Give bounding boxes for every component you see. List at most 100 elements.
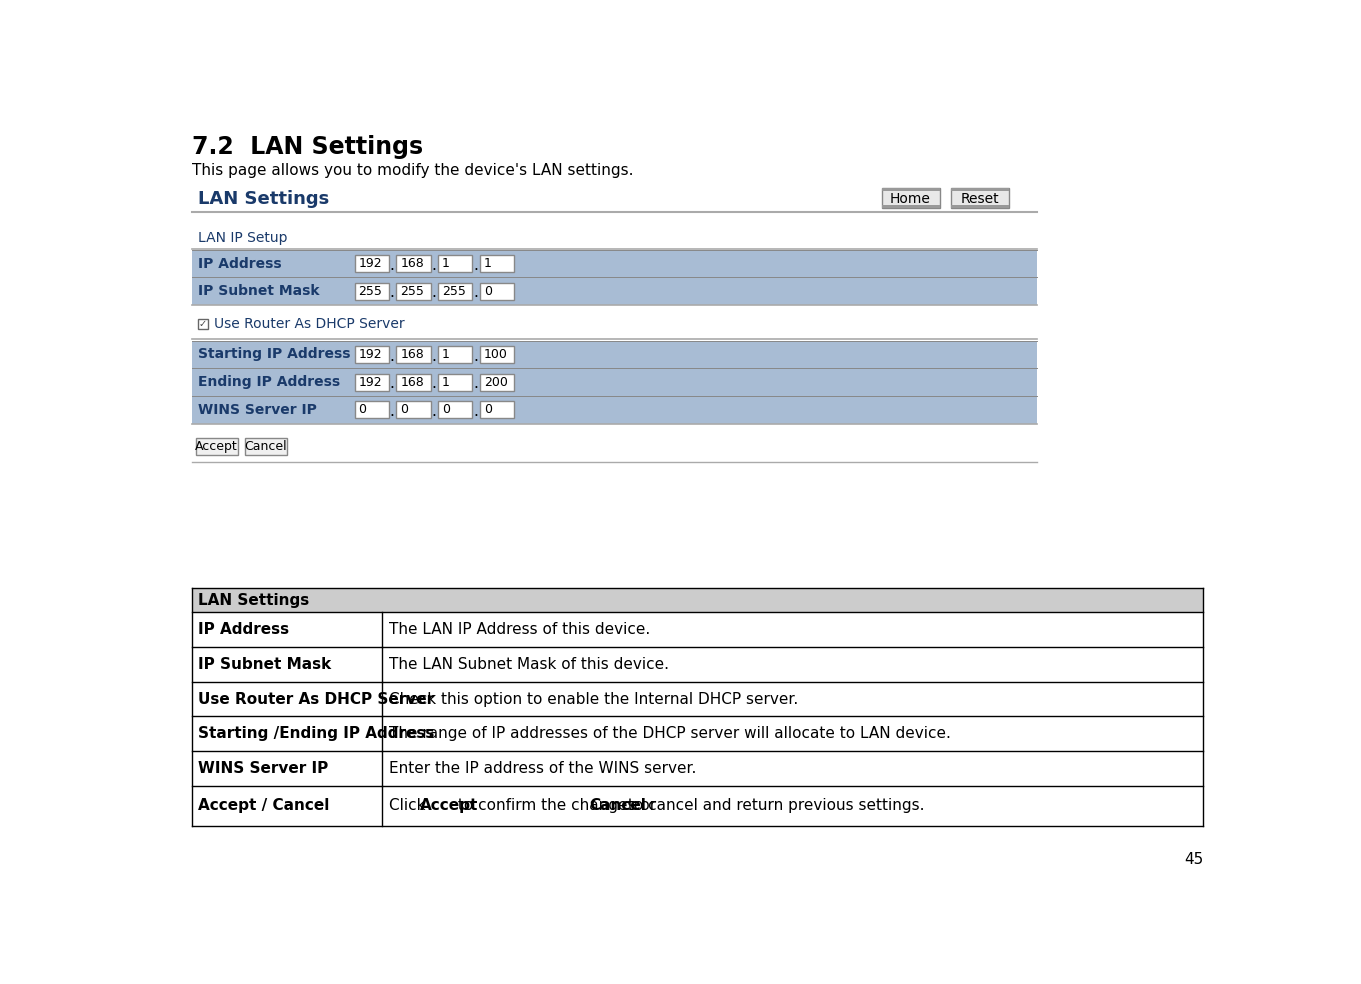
Bar [882,188,939,191]
Text: WINS Server IP: WINS Server IP [197,402,317,417]
Bar [480,374,514,391]
Bar [192,250,1037,277]
Text: Use Router As DHCP Server: Use Router As DHCP Server [197,692,434,707]
Text: LAN IP Setup: LAN IP Setup [197,231,287,245]
Text: .: . [474,285,478,300]
Bar [396,374,430,391]
Text: The LAN Subnet Mask of this device.: The LAN Subnet Mask of this device. [389,657,670,672]
Text: 192: 192 [358,348,382,361]
Bar [438,282,472,300]
Bar [355,401,389,418]
Bar [882,205,939,209]
Text: 255: 255 [400,284,425,298]
Text: LAN Settings: LAN Settings [197,592,309,607]
Bar [196,438,238,455]
Text: Click: Click [389,798,431,813]
Text: .: . [431,285,436,300]
Text: 0: 0 [485,403,491,416]
Text: 1: 1 [442,348,450,361]
Text: Home: Home [890,192,931,206]
Bar [480,401,514,418]
Text: .: . [474,258,478,273]
Bar [197,319,208,329]
Text: Use Router As DHCP Server: Use Router As DHCP Server [214,317,404,331]
Text: WINS Server IP: WINS Server IP [197,761,328,775]
Bar [438,255,472,273]
Text: 0: 0 [442,403,450,416]
Bar [245,438,287,455]
Text: 1: 1 [442,257,450,271]
Bar [192,587,1203,612]
Text: IP Subnet Mask: IP Subnet Mask [197,284,320,298]
Text: 192: 192 [358,376,382,389]
Text: 0: 0 [358,403,366,416]
Bar [192,682,1203,716]
Text: .: . [389,258,395,273]
Text: Starting IP Address: Starting IP Address [197,347,351,361]
Text: 168: 168 [400,348,425,361]
Text: Starting /Ending IP Address: Starting /Ending IP Address [197,726,434,741]
Text: 255: 255 [442,284,465,298]
Text: 7.2  LAN Settings: 7.2 LAN Settings [192,135,423,159]
Text: Accept: Accept [419,798,478,813]
Bar [396,346,430,363]
Bar [192,368,1037,396]
Text: The LAN IP Address of this device.: The LAN IP Address of this device. [389,622,651,638]
Bar [192,277,1037,305]
Text: .: . [431,404,436,419]
Text: Reset: Reset [961,192,999,206]
Text: Accept: Accept [195,440,238,453]
Text: 200: 200 [485,376,508,389]
Bar [480,255,514,273]
Bar [882,188,939,209]
Bar [396,255,430,273]
Text: 1: 1 [485,257,491,271]
Text: Cancel: Cancel [589,798,646,813]
Bar [951,205,1010,209]
Bar [192,751,1203,785]
Text: 0: 0 [485,284,491,298]
Text: LAN Settings: LAN Settings [197,190,329,208]
Text: .: . [474,404,478,419]
Text: .: . [474,348,478,363]
Bar [438,346,472,363]
Text: 192: 192 [358,257,382,271]
Bar [951,188,1010,191]
Text: This page allows you to modify the device's LAN settings.: This page allows you to modify the devic… [192,162,633,178]
Text: .: . [389,285,395,300]
Bar [355,255,389,273]
Bar [480,346,514,363]
Text: ✓: ✓ [199,319,207,329]
Bar [192,647,1203,682]
Bar [396,282,430,300]
Bar [192,186,1037,212]
Text: 168: 168 [400,257,425,271]
Bar [192,716,1203,751]
Text: 255: 255 [358,284,382,298]
Text: to confirm the changes or: to confirm the changes or [453,798,661,813]
Text: Check this option to enable the Internal DHCP server.: Check this option to enable the Internal… [389,692,799,707]
Bar [438,374,472,391]
Bar [396,401,430,418]
Text: .: . [474,376,478,392]
Text: .: . [431,376,436,392]
Text: Accept / Cancel: Accept / Cancel [197,798,329,813]
Text: IP Address: IP Address [197,257,282,271]
Text: IP Address: IP Address [197,622,289,638]
Text: Cancel: Cancel [244,440,287,453]
Bar [951,188,1010,209]
Text: 100: 100 [485,348,508,361]
Bar [192,396,1037,424]
Text: Enter the IP address of the WINS server.: Enter the IP address of the WINS server. [389,761,697,775]
Text: .: . [431,258,436,273]
Text: IP Subnet Mask: IP Subnet Mask [197,657,331,672]
Bar [192,785,1203,826]
Text: The range of IP addresses of the DHCP server will allocate to LAN device.: The range of IP addresses of the DHCP se… [389,726,951,741]
Text: .: . [389,348,395,363]
Bar [192,612,1203,647]
Text: 0: 0 [400,403,408,416]
Bar [438,401,472,418]
Bar [480,282,514,300]
Bar [355,282,389,300]
Bar [355,374,389,391]
